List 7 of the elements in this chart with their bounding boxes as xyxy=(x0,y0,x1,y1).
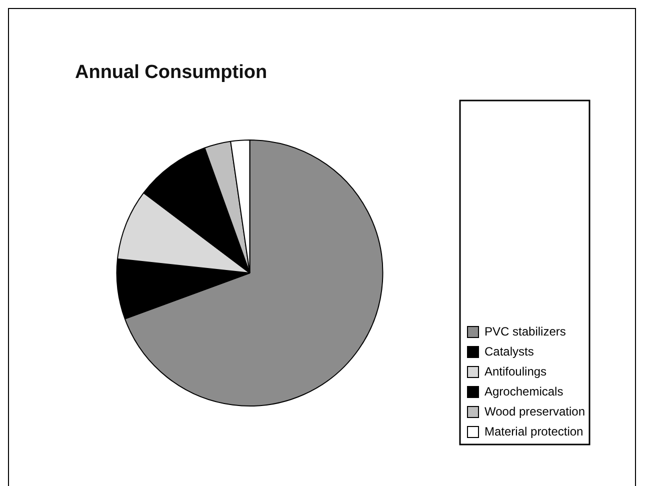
legend-label: Catalysts xyxy=(484,344,534,358)
legend-label: PVC stabilizers xyxy=(484,324,566,338)
legend-label: Wood preservation xyxy=(484,404,585,418)
legend-label: Antifoulings xyxy=(484,364,547,378)
legend-label: Agrochemicals xyxy=(484,384,564,398)
chart-title: Annual Consumption xyxy=(75,62,268,84)
legend-label: Material protection xyxy=(484,424,584,438)
